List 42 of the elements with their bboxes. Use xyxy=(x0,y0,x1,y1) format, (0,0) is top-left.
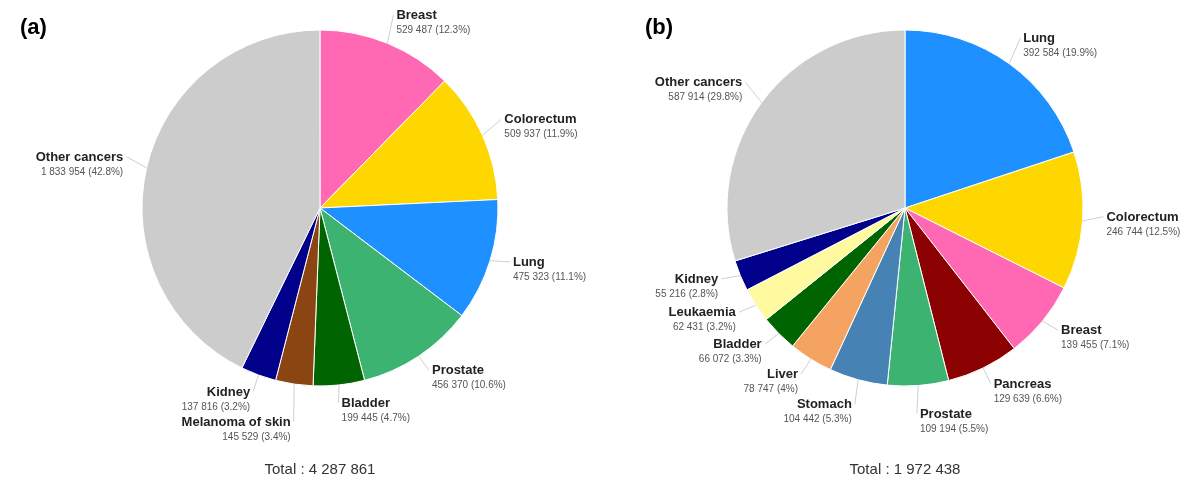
data-label: 587 914 (29.8%) xyxy=(668,91,743,103)
slice-label: Other cancers xyxy=(654,74,743,90)
data-label: 199 445 (4.7%) xyxy=(341,411,410,423)
data-label: 1 833 954 (42.8%) xyxy=(40,165,124,177)
data-label: 109 194 (5.5%) xyxy=(919,422,989,434)
data-label: 145 529 (3.4%) xyxy=(222,430,291,442)
data-label: 66 072 (3.3%) xyxy=(698,353,762,365)
slice-label: Colorectum xyxy=(504,111,577,127)
slice-label: Kidney xyxy=(674,270,719,286)
data-label: 78 747 (4%) xyxy=(743,383,799,395)
data-label: 129 639 (6.6%) xyxy=(993,392,1063,404)
slice-label: Lung xyxy=(1023,30,1056,46)
slice-label: Bladder xyxy=(713,336,762,352)
data-label: 475 323 (11.1%) xyxy=(512,270,587,282)
data-label: 137 816 (3.2%) xyxy=(181,400,251,412)
data-label: 392 584 (19.9%) xyxy=(1023,47,1098,59)
data-label: 62 431 (3.2%) xyxy=(672,321,736,333)
slice-label: Liver xyxy=(766,366,799,382)
text: Total : 4 287 861 xyxy=(263,460,377,477)
slice-label: Prostate xyxy=(431,362,485,378)
slice-label: Leukaemia xyxy=(668,304,737,320)
slice-label: Bladder xyxy=(341,394,390,410)
data-label: 246 744 (12.5%) xyxy=(1106,225,1181,237)
data-label: 55 216 (2.8%) xyxy=(655,287,719,299)
slice-label: Prostate xyxy=(919,405,972,421)
slice-label: Stomach xyxy=(796,396,852,412)
data-label: 456 370 (10.6%) xyxy=(431,379,506,391)
slice-label: Lung xyxy=(512,253,545,269)
slice-label: Pancreas xyxy=(993,375,1052,391)
data-label: 104 442 (5.3%) xyxy=(783,413,852,425)
chart-title: (a) xyxy=(20,14,47,40)
slice-label: Breast xyxy=(1061,322,1103,338)
slice-label: Breast xyxy=(396,7,438,23)
slice-label: Colorectum xyxy=(1106,208,1179,224)
data-label: 509 937 (11.9%) xyxy=(504,128,578,140)
data-label: 529 487 (12.3%) xyxy=(396,24,471,36)
data-label: 139 455 (7.1%) xyxy=(1061,339,1130,351)
text: Total : 1 972 438 xyxy=(848,460,962,477)
slice-label: Melanoma of skin xyxy=(181,413,291,429)
chart-title: (b) xyxy=(645,14,674,40)
slice-label: Other cancers xyxy=(35,148,124,164)
slice-label: Kidney xyxy=(206,383,251,399)
